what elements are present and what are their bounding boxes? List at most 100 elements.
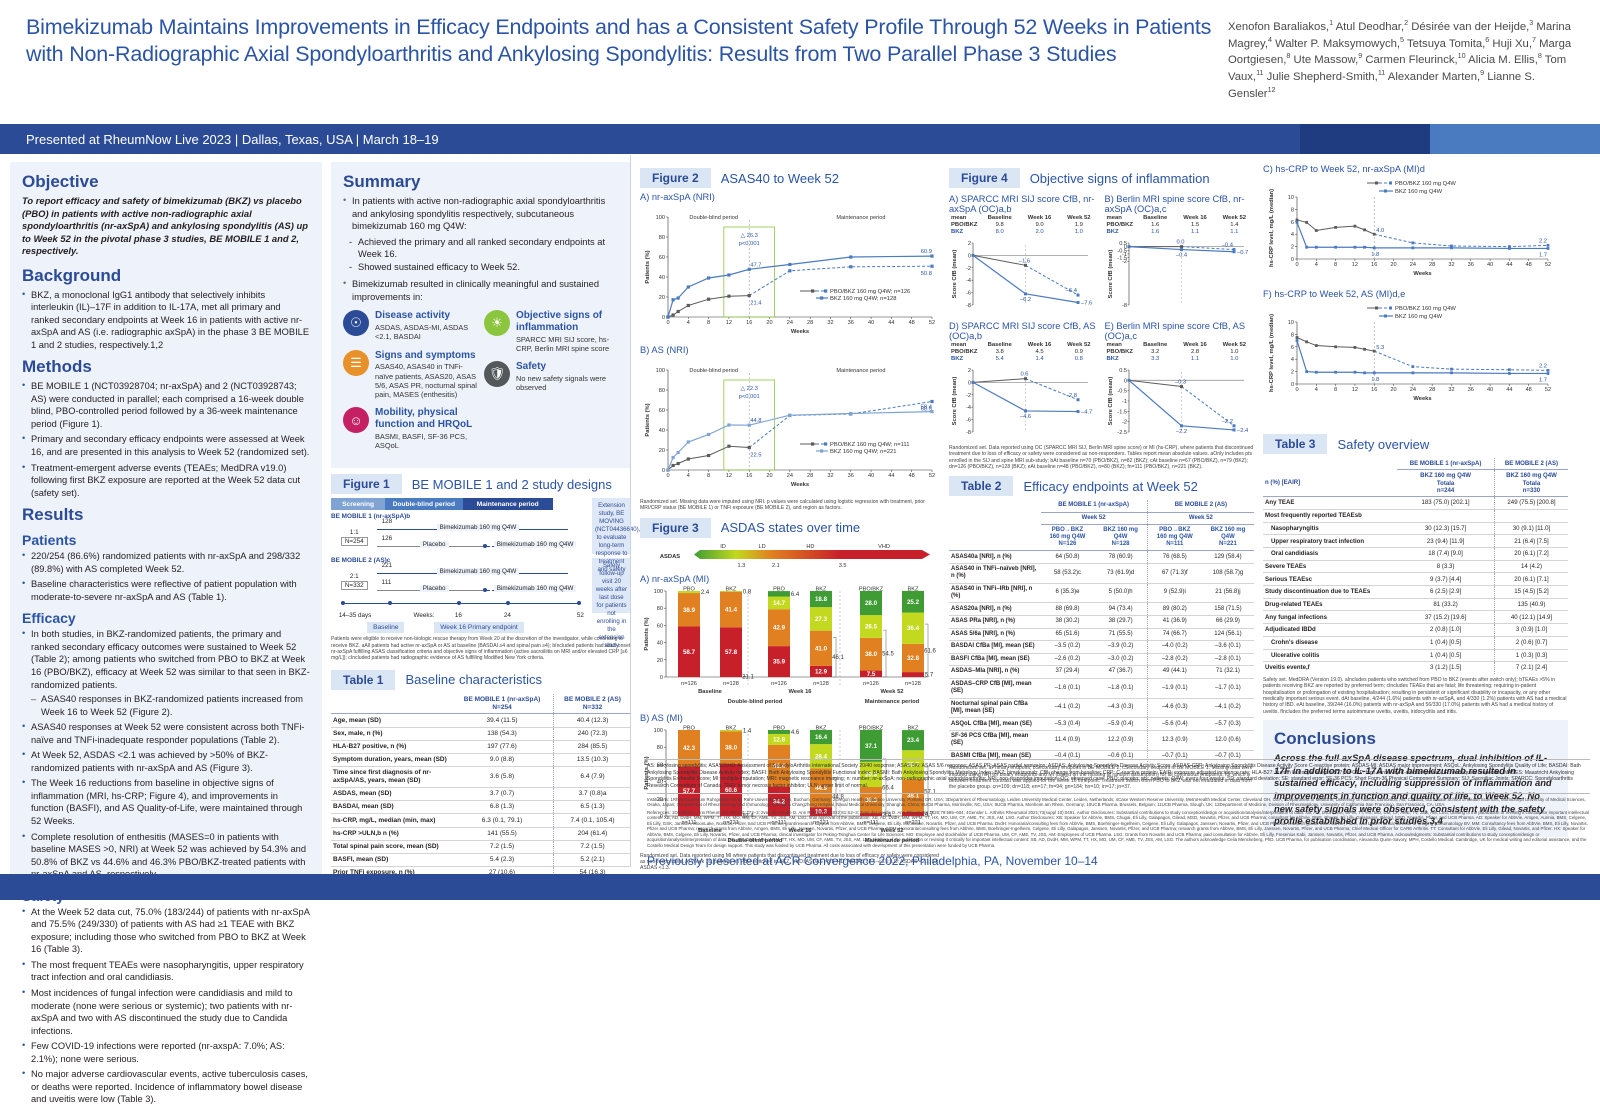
svg-text:Maintenance period: Maintenance period xyxy=(865,699,920,705)
svg-text:–2.4: –2.4 xyxy=(1237,428,1249,434)
svg-text:-4: -4 xyxy=(966,278,971,284)
svg-text:LD: LD xyxy=(759,544,766,550)
cell-value: 6.5 (1.3) xyxy=(553,800,631,814)
cell-value: 240 (72.3) xyxy=(553,726,631,741)
cell-value: 9.8 xyxy=(995,221,1004,228)
svg-text:27.3: 27.3 xyxy=(815,616,828,623)
efficacy-sublist: ASAS40 responses in BKZ-randomized patie… xyxy=(31,693,310,718)
summary-item-mobility: ☺ Mobility, physical function and HRQoL … xyxy=(343,407,478,450)
svg-text:80: 80 xyxy=(659,235,665,241)
svg-text:n=128: n=128 xyxy=(723,681,739,687)
mini-header: mean xyxy=(1106,342,1122,348)
svg-text:-0.5: -0.5 xyxy=(1117,248,1127,254)
cell-value: 1.0 xyxy=(1230,348,1239,355)
row-label: ASDAS–CRP CfB [MI], mean (SE) xyxy=(949,677,1041,699)
list-item: ASAS40 responses in BKZ-randomized patie… xyxy=(31,693,310,718)
study2-arm2a-label: Placebo xyxy=(419,585,449,593)
mini-header: Week 16 xyxy=(1027,215,1052,221)
summary-heading: Summary xyxy=(343,172,421,191)
svg-text:2.2: 2.2 xyxy=(1539,238,1547,244)
svg-text:n=221: n=221 xyxy=(813,820,829,826)
group2-label: BE MOBILE 2 (AS) xyxy=(1146,500,1254,513)
list-item: At the Week 52 data cut, 75.0% (183/244)… xyxy=(22,905,310,956)
cell-value: –2.8 (0.2) xyxy=(1146,652,1202,666)
poster-footer: AS: ankylosing spondylitis; ASAS20/40: A… xyxy=(10,755,1590,868)
svg-text:1.3: 1.3 xyxy=(738,563,746,569)
figure2-panelB-title: B) AS (NRI) xyxy=(640,345,689,355)
svg-text:0.6: 0.6 xyxy=(1020,372,1028,378)
svg-text:0: 0 xyxy=(1123,245,1126,251)
list-item: Baseline characteristics were reflective… xyxy=(22,577,310,603)
list-item: Primary and secondary efficacy endpoints… xyxy=(22,432,310,458)
cell-value: 74 (66.7) xyxy=(1146,627,1202,641)
table-row: ASAS40 in TNFi–naïveb [NRI], n (%) 58 (53… xyxy=(949,562,1254,584)
col1-header: BKZ 160 mg Q4W Totala n=244 xyxy=(1397,469,1495,498)
svg-text:12: 12 xyxy=(1352,262,1358,268)
row-label: Oral candidiasis xyxy=(1263,547,1398,561)
svg-text:26.5: 26.5 xyxy=(865,623,878,630)
svg-text:0: 0 xyxy=(1291,382,1294,388)
svg-text:29.3: 29.3 xyxy=(865,771,878,778)
svg-text:50.8: 50.8 xyxy=(921,271,932,277)
row-label: Age, mean (SD) xyxy=(331,713,451,728)
tl-weeks: Weeks: xyxy=(413,612,435,620)
svg-text:3.4: 3.4 xyxy=(883,812,892,818)
cell-value: 141 (55.5) xyxy=(451,826,554,841)
cell-value: 3.7 (0.8)a xyxy=(553,787,631,801)
presented-text: Presented at RheumNow Live 2023 | Dallas… xyxy=(26,131,439,147)
svg-text:16: 16 xyxy=(746,473,752,479)
svg-text:0: 0 xyxy=(1123,378,1126,384)
svg-text:BKZ 160 mg Q4W: BKZ 160 mg Q4W xyxy=(1395,189,1443,195)
figure3-title: ASDAS states over time xyxy=(720,520,861,536)
cell-value: 12.2 (0.9) xyxy=(1094,729,1148,751)
efficacy-list: In both studies, in BKZ-randomized patie… xyxy=(22,627,310,880)
cell-value: 12.0 (0.6) xyxy=(1201,729,1254,751)
svg-text:57.1: 57.1 xyxy=(924,789,936,795)
list-item: In patients with active non-radiographic… xyxy=(343,194,619,233)
week2-label: Week 52 xyxy=(1146,512,1254,525)
svg-text:0: 0 xyxy=(1291,257,1294,263)
cell-value: 135 (40.9) xyxy=(1493,597,1568,611)
svg-text:48: 48 xyxy=(1526,262,1532,268)
cell-value: –4.0 (0.2) xyxy=(1146,640,1202,654)
cell-value: 21 (6.4) [7.5] xyxy=(1493,534,1568,548)
svg-text:41.0: 41.0 xyxy=(815,645,828,652)
svg-text:Baseline: Baseline xyxy=(698,828,723,834)
svg-text:52: 52 xyxy=(929,320,935,326)
svg-text:PBO/BKZ 160 mg Q4W; n=126: PBO/BKZ 160 mg Q4W; n=126 xyxy=(830,289,910,295)
phase-doubleblind: Double-blind period xyxy=(385,498,463,511)
svg-text:–6.4: –6.4 xyxy=(1066,288,1078,294)
table2-group-row: BE MOBILE 1 (nr-axSpA) BE MOBILE 2 (AS) xyxy=(949,500,1254,513)
cell-value: 1.4 xyxy=(1230,221,1239,228)
svg-text:8: 8 xyxy=(1291,207,1294,213)
list-item: BKZ, a monoclonal IgG1 antibody that sel… xyxy=(22,288,310,352)
svg-text:-1.5: -1.5 xyxy=(1117,256,1127,262)
figure2-panelA-title: A) nr-axSpA (NRI) xyxy=(640,192,715,202)
cell-value: 3.2 xyxy=(1151,348,1160,355)
row-label: ASAS40 in TNFi–IRb [NRI], n (%) xyxy=(949,582,1041,603)
table-row: ASQoL CfBa [MI], mean (SE) –5.3 (0.4) –5.9… xyxy=(949,717,1254,731)
summary-item-disease-activity: ☉ Disease activity ASDAS, ASDAS-MI, ASDA… xyxy=(343,310,478,341)
cell-value: 1.1 xyxy=(1230,228,1239,235)
svg-text:Patients (%): Patients (%) xyxy=(645,403,651,436)
svg-text:44.8: 44.8 xyxy=(832,794,844,800)
table-row: Any TEAE 183 (75.0) [202.1] 249 (75.5) [… xyxy=(1263,496,1568,510)
svg-text:80: 80 xyxy=(657,606,663,612)
svg-text:24: 24 xyxy=(787,320,793,326)
svg-text:0: 0 xyxy=(666,320,669,326)
svg-text:28.0: 28.0 xyxy=(865,600,878,607)
svg-text:n=111: n=111 xyxy=(682,820,697,826)
row-label: BASFI, mean (SD) xyxy=(331,852,451,867)
svg-text:0: 0 xyxy=(968,380,971,386)
svg-text:52: 52 xyxy=(1545,387,1551,393)
cell-value: –3.5 (0.2) xyxy=(1040,640,1095,654)
svg-text:80: 80 xyxy=(659,388,665,394)
item-sub: ASDAS, ASDAS-MI, ASDAS <2.1, BASDAI xyxy=(375,323,469,342)
cell-value: 21 (56.8)j xyxy=(1201,582,1254,603)
row-label: BASMI CfBa [MI], mean (SE) xyxy=(949,749,1041,763)
svg-text:10: 10 xyxy=(1288,195,1294,201)
cell-value: 1.9 xyxy=(1074,221,1083,228)
cell-value: 76 (68.5) xyxy=(1146,550,1202,564)
table3-body: Any TEAE 183 (75.0) [202.1] 249 (75.5) [… xyxy=(1263,496,1568,674)
